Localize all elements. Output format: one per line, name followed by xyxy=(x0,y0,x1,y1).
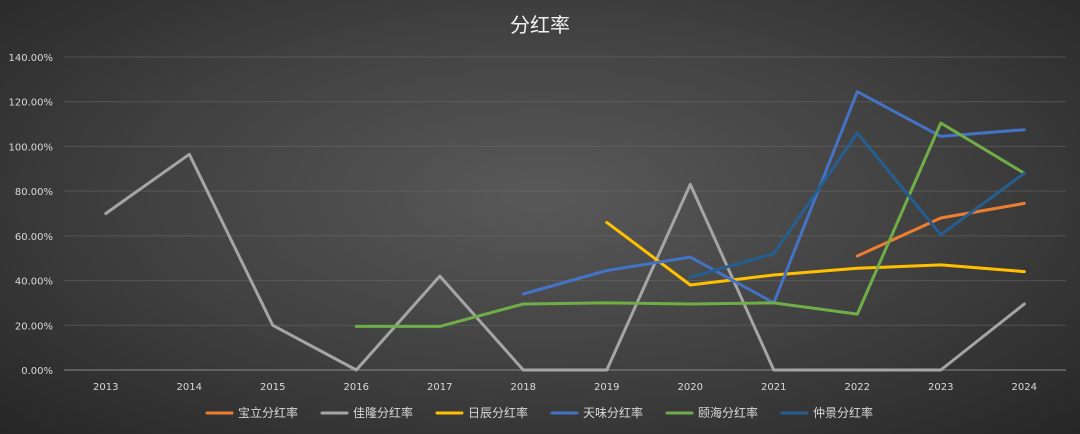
axis-layer: 0.00% 20.00% 40.00% 60.00% 80.00% 100.00% 120.… xyxy=(9,53,1066,393)
y-tick-label: 80.00% xyxy=(15,187,53,198)
series-line xyxy=(521,90,1026,305)
y-tick-label: 140.00% xyxy=(9,53,54,64)
y-tick-label: 20.00% xyxy=(15,321,53,332)
legend-label: 日辰分红率 xyxy=(468,405,528,420)
x-tick-label: 2020 xyxy=(678,382,703,393)
grid-layer xyxy=(64,56,1066,326)
y-tick-label: 100.00% xyxy=(9,142,54,153)
x-tick-label: 2023 xyxy=(928,382,953,393)
series-line xyxy=(855,201,1026,258)
legend-label: 天味分红率 xyxy=(583,405,643,420)
x-tick-label: 2018 xyxy=(511,382,536,393)
x-tick-label: 2024 xyxy=(1012,382,1037,393)
x-tick-label: 2019 xyxy=(594,382,619,393)
series-line xyxy=(354,121,1026,328)
legend-label: 仲景分红率 xyxy=(813,405,873,420)
legend: 宝立分红率 佳隆分红率 日辰分红率 天味分红率 颐海分红率 仲景分红率 xyxy=(205,405,873,420)
y-tick-label: 40.00% xyxy=(15,277,53,288)
y-tick-label: 60.00% xyxy=(15,232,53,243)
y-tick-label: 0.00% xyxy=(21,366,53,377)
legend-label: 颐海分红率 xyxy=(698,405,758,420)
x-tick-label: 2016 xyxy=(344,382,369,393)
series-line xyxy=(605,220,1026,287)
x-tick-label: 2017 xyxy=(427,382,452,393)
legend-label: 佳隆分红率 xyxy=(353,405,413,420)
legend-label: 宝立分红率 xyxy=(238,405,298,420)
x-tick-label: 2022 xyxy=(845,382,870,393)
x-tick-label: 2013 xyxy=(93,382,118,393)
series-layer xyxy=(104,90,1026,372)
chart-title: 分红率 xyxy=(510,13,570,37)
x-tick-label: 2021 xyxy=(761,382,786,393)
x-tick-label: 2014 xyxy=(177,382,202,393)
x-tick-label: 2015 xyxy=(260,382,285,393)
y-tick-label: 120.00% xyxy=(9,98,54,109)
series-line xyxy=(688,131,1026,279)
series-line xyxy=(104,152,1026,372)
